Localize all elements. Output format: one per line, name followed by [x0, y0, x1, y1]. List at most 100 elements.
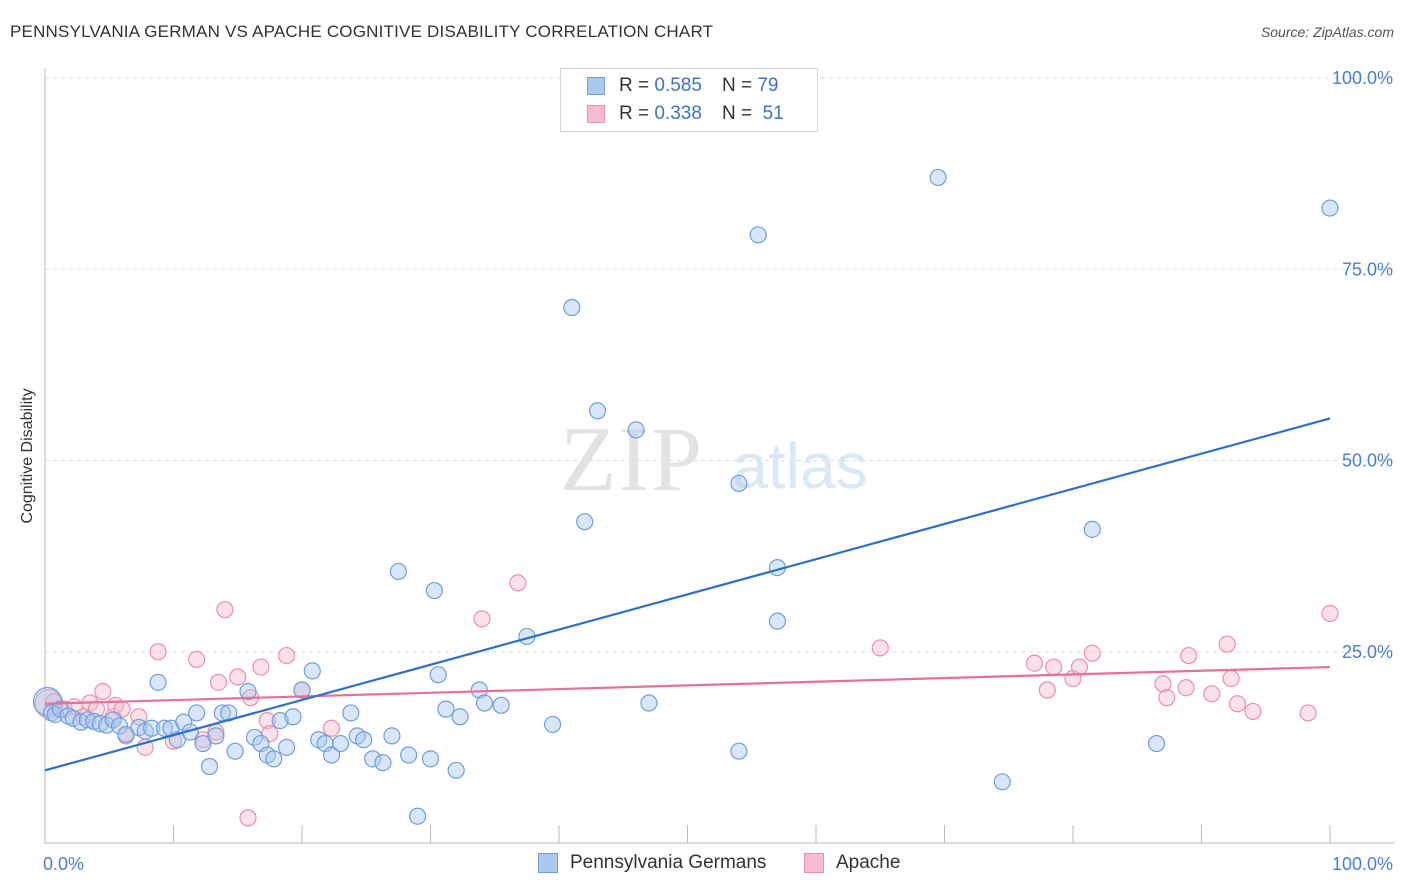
apache-point — [194, 731, 212, 749]
pennsylvania-germans-point — [1321, 199, 1339, 217]
legend-r-value: 0.585 — [654, 75, 702, 96]
legend-n-value: 79 — [757, 75, 779, 96]
apache-point — [871, 639, 889, 657]
pennsylvania-germans-point — [409, 807, 427, 825]
apache-point — [149, 643, 167, 661]
pennsylvania-germans-point — [389, 562, 407, 581]
pennsylvania-germans-point — [447, 761, 465, 779]
pennsylvania-germans-point — [492, 696, 510, 714]
apache-points — [34, 574, 1339, 827]
pennsylvania-germans-point — [293, 681, 311, 699]
pennsylvania-germans-point — [64, 709, 82, 727]
pennsylvania-germans-point — [277, 738, 296, 756]
apache-point — [1299, 704, 1317, 722]
y-tick-label: 75.0% — [1342, 259, 1393, 279]
apache-point — [252, 658, 270, 676]
apache-point — [258, 711, 276, 730]
apache-point — [1244, 702, 1262, 721]
y-tick-label: 25.0% — [1342, 642, 1393, 662]
watermark-atlas: atlas — [732, 430, 867, 502]
pennsylvania-germans-point — [475, 694, 494, 712]
apache-point — [509, 574, 527, 592]
pennsylvania-germans-point — [155, 719, 174, 737]
apache-point — [1070, 658, 1089, 676]
apache-point — [473, 610, 491, 628]
legend-swatch-blue — [587, 77, 605, 95]
legend-item-pennsylvania-germans[interactable]: Pennsylvania Germans — [538, 852, 766, 874]
pennsylvania-germans-point — [1147, 734, 1166, 753]
apache-point — [229, 668, 247, 686]
apache-point — [239, 809, 257, 827]
pennsylvania-germans-point — [640, 694, 658, 712]
pennsylvania-germans-point — [188, 704, 206, 722]
pennsylvania-germans-point — [374, 754, 392, 772]
legend-item-apache[interactable]: Apache — [804, 852, 900, 874]
y-tick-label: 100.0% — [1332, 68, 1393, 88]
pennsylvania-germans-point — [993, 773, 1011, 791]
pennsylvania-germans-point — [421, 750, 440, 768]
pennsylvania-germans-points — [32, 168, 1339, 825]
pennsylvania-germans-point — [730, 742, 748, 760]
apache-point — [1025, 654, 1044, 672]
legend-row-pennsylvania-germans: R = 0.585 N = 79 — [587, 74, 778, 98]
legend-series-label: Pennsylvania Germans — [570, 852, 767, 873]
pennsylvania-germans-point — [730, 474, 748, 493]
pennsylvania-germans-point — [451, 708, 469, 726]
apache-point — [1083, 644, 1101, 662]
pennsylvania-germans-point — [429, 666, 447, 684]
source-label: Source: ZipAtlas.com — [1260, 24, 1394, 40]
pennsylvania-germans-point — [400, 746, 418, 764]
apache-trend-line — [44, 665, 1331, 705]
legend-n-value: 51 — [762, 103, 784, 124]
apache-point — [322, 719, 341, 737]
x-tick-label: 100.0% — [1332, 854, 1393, 874]
legend-r-label: R = — [619, 103, 650, 124]
pennsylvania-germans-point — [331, 734, 350, 753]
pennsylvania-germans-point — [245, 728, 264, 747]
pennsylvania-germans-point — [200, 757, 219, 776]
apache-point — [1203, 685, 1221, 703]
correlation-legend: R = 0.585 N = 79 R = 0.338 N = 51 — [560, 68, 818, 132]
legend-n-label: N = — [721, 75, 753, 96]
pennsylvania-germans-point — [91, 715, 109, 733]
apache-point — [1154, 675, 1172, 693]
legend-row-apache: R = 0.338 N = 51 — [587, 102, 784, 126]
legend-r-value: 0.338 — [654, 103, 702, 124]
watermark-zip: ZIP — [560, 408, 704, 510]
chart-title: PENNSYLVANIA GERMAN VS APACHE COGNITIVE … — [10, 22, 714, 41]
pennsylvania-germans-point — [355, 731, 373, 749]
pennsylvania-germans-point — [149, 673, 167, 691]
pennsylvania-germans-point — [175, 713, 193, 731]
apache-point — [1045, 658, 1063, 676]
y-tick-label: 50.0% — [1342, 451, 1393, 471]
pennsylvania-germans-point — [768, 612, 787, 630]
legend-series-label: Apache — [836, 852, 901, 873]
pennsylvania-germans-point — [543, 715, 562, 734]
legend-swatch-pink — [587, 105, 605, 123]
pennsylvania-germans-point — [104, 711, 122, 729]
axes — [44, 68, 1394, 844]
pennsylvania-germans-point — [364, 750, 382, 768]
pennsylvania-germans-point — [470, 681, 488, 699]
pennsylvania-germans-point — [437, 700, 455, 718]
pennsylvania-germans-point — [749, 226, 767, 244]
apache-point — [216, 601, 234, 619]
apache-point — [1321, 604, 1339, 623]
apache-point — [1158, 689, 1176, 707]
apache-point — [1038, 681, 1056, 699]
apache-point — [277, 646, 296, 665]
apache-point — [1177, 679, 1195, 697]
apache-point — [209, 673, 228, 691]
tick-labels: 25.0% 50.0% 75.0% 100.0% 0.0% 100.0% — [43, 68, 1393, 874]
apache-point — [188, 650, 206, 669]
pennsylvania-germans-point — [143, 719, 161, 737]
pennsylvania-germans-point — [1083, 520, 1101, 538]
trend-lines — [44, 417, 1331, 772]
apache-point — [1222, 669, 1240, 688]
x-tick-label: 0.0% — [43, 854, 84, 874]
legend-swatch-blue — [538, 853, 558, 873]
pennsylvania-germans-point — [342, 704, 360, 722]
pennsylvania-germans-point — [563, 298, 581, 317]
pennsylvania-germans-point — [303, 662, 321, 680]
